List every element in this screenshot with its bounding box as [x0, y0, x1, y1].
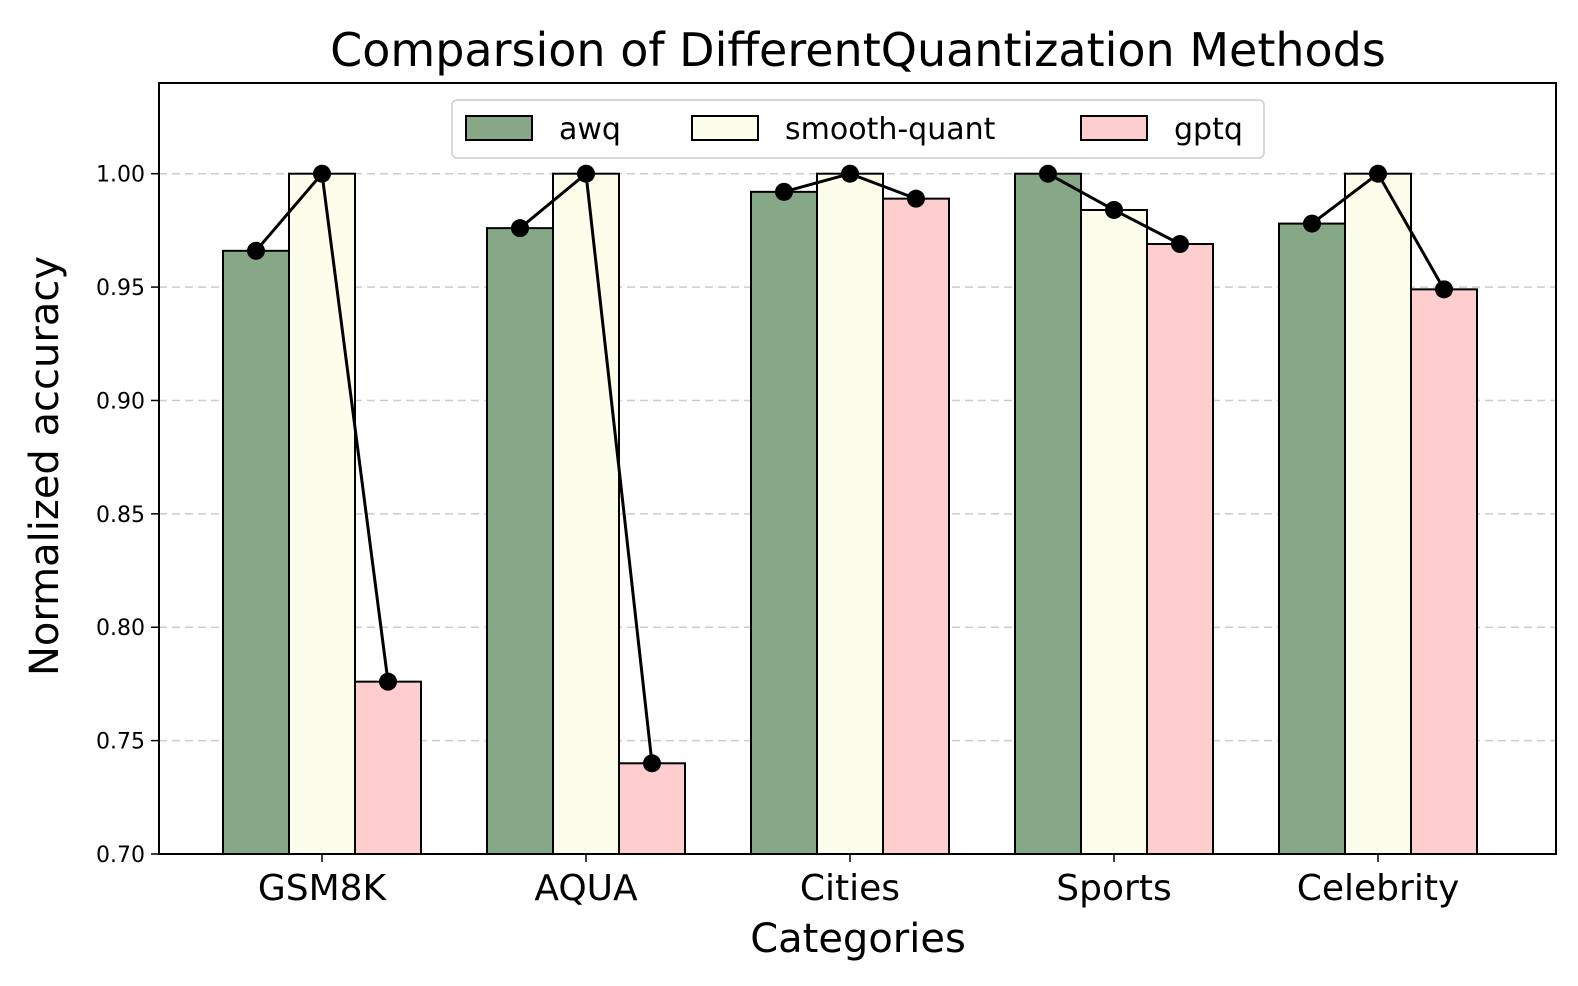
- connector-dot-gptq-sports: [1171, 235, 1189, 254]
- bar-gptq-aqua: [618, 762, 686, 856]
- chart-title: Comparsion of DifferentQuantization Meth…: [330, 23, 1386, 77]
- legend-label-awq: awq: [559, 112, 621, 147]
- connector-dot-smooth-quant-gsm8k: [313, 164, 331, 183]
- y-axis-label: Normalized accuracy: [22, 256, 68, 676]
- bar-awq-gsm8k: [222, 249, 290, 855]
- connector-dot-smooth-quant-sports: [1105, 200, 1123, 219]
- connector-dot-awq-gsm8k: [247, 241, 265, 260]
- connector-dot-gptq-aqua: [643, 754, 661, 773]
- legend-swatch-smooth-quant: [691, 115, 759, 141]
- bar-awq-cities: [750, 190, 818, 856]
- connector-dot-awq-sports: [1039, 164, 1057, 183]
- bar-awq-sports: [1014, 172, 1082, 856]
- bar-smooth-quant-celebrity: [1344, 172, 1412, 856]
- y-tick-label: 0.90: [96, 389, 145, 414]
- bar-gptq-gsm8k: [354, 680, 422, 855]
- legend-frame: [451, 99, 1265, 159]
- connector-dot-gptq-gsm8k: [379, 672, 397, 691]
- plot-frame: [158, 82, 1557, 855]
- legend-swatch-gptq: [1080, 115, 1148, 141]
- y-tick-label: 0.95: [96, 276, 145, 301]
- y-tick-label: 0.70: [96, 843, 145, 868]
- legend-swatch-awq: [465, 115, 533, 141]
- bar-gptq-celebrity: [1410, 288, 1478, 855]
- y-tick-label: 0.80: [96, 616, 145, 641]
- x-tick-label-gsm8k: GSM8K: [258, 868, 388, 909]
- bar-smooth-quant-cities: [816, 172, 884, 856]
- legend: awq smooth-quant gptq: [451, 99, 1265, 159]
- connector-dot-smooth-quant-aqua: [577, 164, 595, 183]
- bar-gptq-sports: [1146, 243, 1214, 856]
- bars: [222, 172, 1478, 856]
- connector-dot-awq-celebrity: [1303, 214, 1321, 233]
- legend-label-smooth-quant: smooth-quant: [785, 112, 996, 147]
- x-tick-label-aqua: AQUA: [534, 868, 638, 909]
- connector-dot-gptq-celebrity: [1435, 280, 1453, 299]
- x-tick-label-celebrity: Celebrity: [1297, 868, 1460, 909]
- connector-dot-gptq-cities: [907, 189, 925, 208]
- y-axis-ticks: 0.70 0.75 0.80 0.85 0.90 0.95 1.00: [96, 163, 159, 868]
- connector-dot-awq-aqua: [511, 219, 529, 238]
- connector-dot-smooth-quant-cities: [841, 164, 859, 183]
- bar-smooth-quant-aqua: [552, 172, 620, 856]
- x-tick-label-cities: Cities: [800, 868, 900, 909]
- bar-awq-aqua: [486, 227, 554, 856]
- legend-label-gptq: gptq: [1174, 112, 1243, 147]
- x-axis-label: Categories: [750, 916, 966, 962]
- bar-smooth-quant-gsm8k: [288, 172, 356, 856]
- x-axis-ticks: GSM8K AQUA Cities Sports Celebrity: [258, 854, 1459, 909]
- connector-dot-smooth-quant-celebrity: [1369, 164, 1387, 183]
- y-tick-label: 1.00: [96, 163, 145, 188]
- y-tick-label: 0.85: [96, 503, 145, 528]
- bar-awq-celebrity: [1278, 222, 1346, 855]
- bar-smooth-quant-sports: [1080, 208, 1148, 856]
- connector-dots: [247, 164, 1453, 773]
- bar-gptq-cities: [882, 197, 950, 855]
- x-tick-label-sports: Sports: [1056, 868, 1171, 909]
- connector-dot-awq-cities: [775, 182, 793, 201]
- y-tick-label: 0.75: [96, 730, 145, 755]
